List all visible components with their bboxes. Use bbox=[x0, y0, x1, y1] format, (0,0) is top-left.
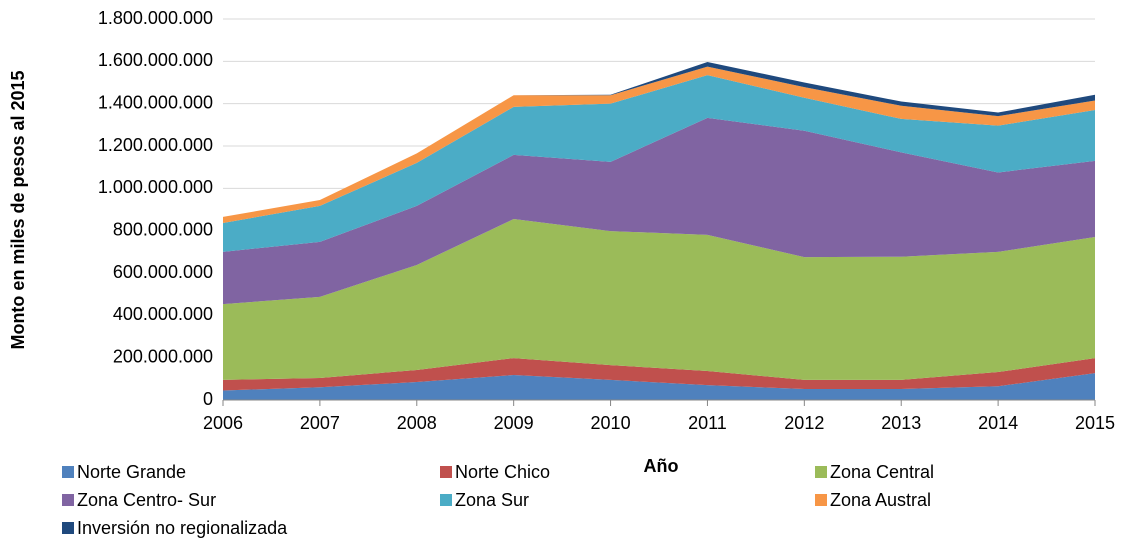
y-tick-label: 1.600.000.000 bbox=[98, 50, 213, 70]
area bbox=[223, 75, 1095, 252]
x-tick-label: 2007 bbox=[300, 413, 340, 433]
x-tick-label: 2010 bbox=[591, 413, 631, 433]
x-tick-label: 2009 bbox=[494, 413, 534, 433]
y-tick-label: 0 bbox=[203, 389, 213, 409]
x-tick-label: 2013 bbox=[881, 413, 921, 433]
legend-swatch bbox=[62, 522, 74, 534]
y-tick-label: 1.000.000.000 bbox=[98, 177, 213, 197]
legend-label: Norte Grande bbox=[77, 462, 186, 482]
legend-swatch bbox=[815, 494, 827, 506]
legend-label: Zona Central bbox=[830, 462, 934, 482]
legend-swatch bbox=[440, 466, 452, 478]
legend-swatch bbox=[62, 466, 74, 478]
legend-label: Zona Austral bbox=[830, 490, 931, 510]
legend-label: Zona Centro- Sur bbox=[77, 490, 216, 510]
legend-swatch bbox=[815, 466, 827, 478]
y-tick-label: 200.000.000 bbox=[113, 346, 213, 366]
area bbox=[223, 358, 1095, 391]
y-axis-title: Monto en miles de pesos al 2015 bbox=[8, 70, 28, 349]
x-tick-label: 2012 bbox=[784, 413, 824, 433]
legend-label: Inversión no regionalizada bbox=[77, 518, 288, 538]
area bbox=[223, 66, 1095, 224]
y-tick-label: 800.000.000 bbox=[113, 219, 213, 239]
y-tick-label: 1.200.000.000 bbox=[98, 135, 213, 155]
x-tick-label: 2015 bbox=[1075, 413, 1115, 433]
y-tick-label: 1.400.000.000 bbox=[98, 92, 213, 112]
legend-swatch bbox=[62, 494, 74, 506]
y-tick-label: 600.000.000 bbox=[113, 262, 213, 282]
legend-swatch bbox=[440, 494, 452, 506]
area bbox=[223, 219, 1095, 380]
x-axis-title: Año bbox=[644, 456, 679, 476]
y-tick-label: 1.800.000.000 bbox=[98, 8, 213, 28]
x-tick-label: 2014 bbox=[978, 413, 1018, 433]
y-tick-label: 400.000.000 bbox=[113, 304, 213, 324]
legend-label: Norte Chico bbox=[455, 462, 550, 482]
x-tick-label: 2011 bbox=[688, 413, 727, 433]
area bbox=[223, 61, 1095, 217]
x-tick-label: 2008 bbox=[397, 413, 437, 433]
legend-label: Zona Sur bbox=[455, 490, 529, 510]
area bbox=[223, 117, 1095, 305]
area bbox=[223, 373, 1095, 400]
x-tick-label: 2006 bbox=[203, 413, 243, 433]
